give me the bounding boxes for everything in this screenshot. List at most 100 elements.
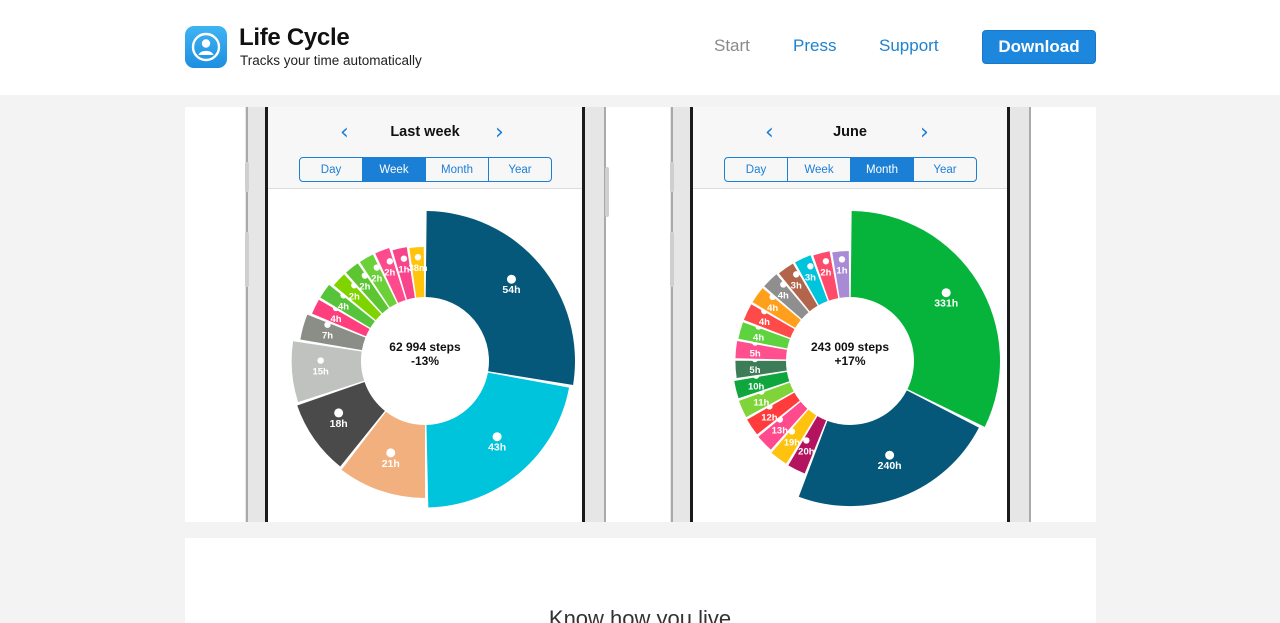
donut-slice[interactable] xyxy=(392,247,415,300)
slice-label: 1h xyxy=(398,265,409,276)
slice-label: 43h xyxy=(488,442,506,454)
slice-label: 10h xyxy=(748,382,765,393)
slice-label: 54h xyxy=(502,284,520,296)
slice-label: 2h xyxy=(371,274,382,285)
slice-label: 240h xyxy=(878,460,902,472)
walk-icon xyxy=(788,428,796,435)
donut-slice[interactable] xyxy=(788,416,827,474)
slice-label: 2h xyxy=(820,267,831,278)
dancer-icon xyxy=(400,255,408,262)
binoculars-icon xyxy=(838,256,846,263)
steps-total: 243 009 steps xyxy=(811,340,889,354)
intro-section xyxy=(185,538,1096,623)
slice-label: 13h xyxy=(772,426,789,437)
section-heading: Know how you live xyxy=(548,606,732,623)
donut-slice[interactable] xyxy=(312,299,370,337)
phone-volume-button xyxy=(670,232,674,287)
donut-slice[interactable] xyxy=(795,255,828,306)
donut-slice[interactable] xyxy=(735,360,787,379)
slice-label: 4h xyxy=(759,317,770,328)
donut-slice[interactable] xyxy=(409,246,425,298)
donut-slice[interactable] xyxy=(778,263,818,312)
donut-slice[interactable] xyxy=(425,211,575,385)
segment-week[interactable]: Week xyxy=(788,158,851,181)
person-icon xyxy=(191,32,221,62)
nav-support[interactable]: Support xyxy=(879,36,939,55)
sofa-icon xyxy=(803,437,810,444)
segment-month[interactable]: Month xyxy=(851,158,914,181)
download-button[interactable]: Download xyxy=(982,30,1096,64)
phone-edge xyxy=(1029,107,1031,522)
donut-slice[interactable] xyxy=(341,411,426,499)
segment-week[interactable]: Week xyxy=(363,158,426,181)
slice-label: 21h xyxy=(382,458,400,470)
brand-title[interactable]: Life Cycle xyxy=(239,24,350,51)
segment-month[interactable]: Month xyxy=(426,158,489,181)
slice-label: 3h xyxy=(791,280,802,291)
donut-slice[interactable] xyxy=(850,211,1000,427)
slice-label: 19h xyxy=(784,437,801,448)
slice-label: 15h xyxy=(312,367,329,378)
phone-screen-week: ‹ Last week › Day Week Month Year 54h 43h… xyxy=(265,107,585,522)
home-icon xyxy=(492,432,502,442)
slice-label: 5h xyxy=(749,365,760,376)
donut-slice[interactable] xyxy=(752,288,801,328)
segment-day[interactable]: Day xyxy=(300,158,363,181)
phone-power-button xyxy=(605,167,609,217)
book-icon xyxy=(361,272,369,279)
chevron-right-icon[interactable]: › xyxy=(495,120,504,145)
donut-slice[interactable] xyxy=(798,390,979,507)
donut-slice[interactable] xyxy=(771,409,817,464)
donut-slice[interactable] xyxy=(813,251,839,301)
slice-label: 4h xyxy=(338,301,349,312)
nav-start[interactable]: Start xyxy=(714,36,750,55)
site-header: Life Cycle Tracks your time automaticall… xyxy=(0,0,1280,95)
slice-label: 11h xyxy=(754,398,770,409)
slice-label: 38m xyxy=(408,263,427,274)
donut-slice[interactable] xyxy=(735,341,787,360)
slice-label: 331h xyxy=(934,298,958,310)
donut-slice[interactable] xyxy=(764,274,809,319)
chevron-left-icon[interactable]: ‹ xyxy=(765,120,774,145)
segment-year[interactable]: Year xyxy=(508,163,532,176)
running-icon xyxy=(386,258,394,265)
chevron-right-icon[interactable]: › xyxy=(920,120,929,145)
donut-slice[interactable] xyxy=(346,263,389,314)
app-logo-icon[interactable] xyxy=(185,26,227,68)
phone-edge xyxy=(246,107,248,522)
steps-change: -13% xyxy=(411,354,439,368)
donut-slice[interactable] xyxy=(738,382,794,418)
segment-year[interactable]: Year xyxy=(933,163,957,176)
slice-label: 2h xyxy=(349,291,360,302)
period-segmented-control: Day Week Month Year xyxy=(724,157,977,182)
donut-slice[interactable] xyxy=(738,322,790,349)
app-screenshots: ‹ Last week › Day Week Month Year 54h 43h… xyxy=(185,107,1096,522)
activity-donut-chart: 331h240h20h19h13h12h11h10h5h5h4h4h4h4h3h… xyxy=(734,211,1000,507)
segment-day[interactable]: Day xyxy=(725,158,788,181)
chevron-left-icon[interactable]: ‹ xyxy=(340,120,349,145)
donut-slice[interactable] xyxy=(734,371,790,399)
donut-slice[interactable] xyxy=(832,250,850,298)
hourglass-icon xyxy=(324,321,331,328)
donut-slice[interactable] xyxy=(291,341,365,403)
donut-slice[interactable] xyxy=(743,304,795,338)
slice-label: 20h xyxy=(798,446,815,457)
donut-slice[interactable] xyxy=(359,254,397,308)
donut-slice[interactable] xyxy=(320,284,375,328)
donut-slice[interactable] xyxy=(758,401,808,450)
slice-label: 4h xyxy=(778,290,789,301)
donut-slice[interactable] xyxy=(300,314,366,351)
slice-label: 3h xyxy=(805,272,816,283)
phone-volume-button xyxy=(670,162,674,192)
donut-slice[interactable] xyxy=(297,382,385,467)
donut-slice[interactable] xyxy=(747,392,800,435)
period-title: June xyxy=(833,124,867,140)
donut-slice[interactable] xyxy=(333,274,382,321)
slice-label: 18h xyxy=(330,418,348,430)
brand-tagline: Tracks your time automatically xyxy=(240,53,422,68)
nav-press[interactable]: Press xyxy=(793,36,837,55)
donut-slice[interactable] xyxy=(375,248,406,303)
wrench-icon xyxy=(769,293,776,301)
screen-navbar: ‹ Last week › Day Week Month Year xyxy=(268,107,582,189)
slice-label: 4h xyxy=(753,332,764,343)
